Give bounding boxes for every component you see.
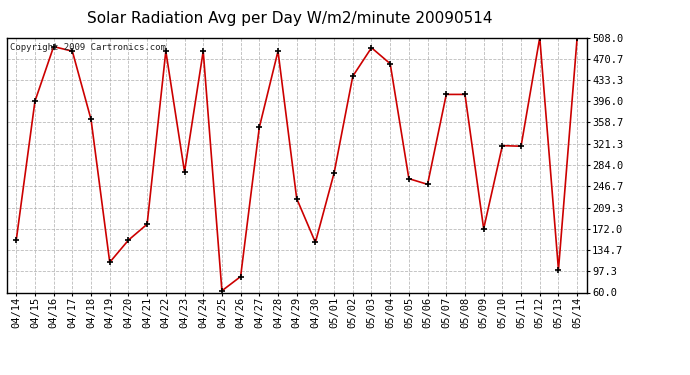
Text: Copyright 2009 Cartronics.com: Copyright 2009 Cartronics.com — [10, 43, 166, 52]
Text: Solar Radiation Avg per Day W/m2/minute 20090514: Solar Radiation Avg per Day W/m2/minute … — [87, 11, 493, 26]
